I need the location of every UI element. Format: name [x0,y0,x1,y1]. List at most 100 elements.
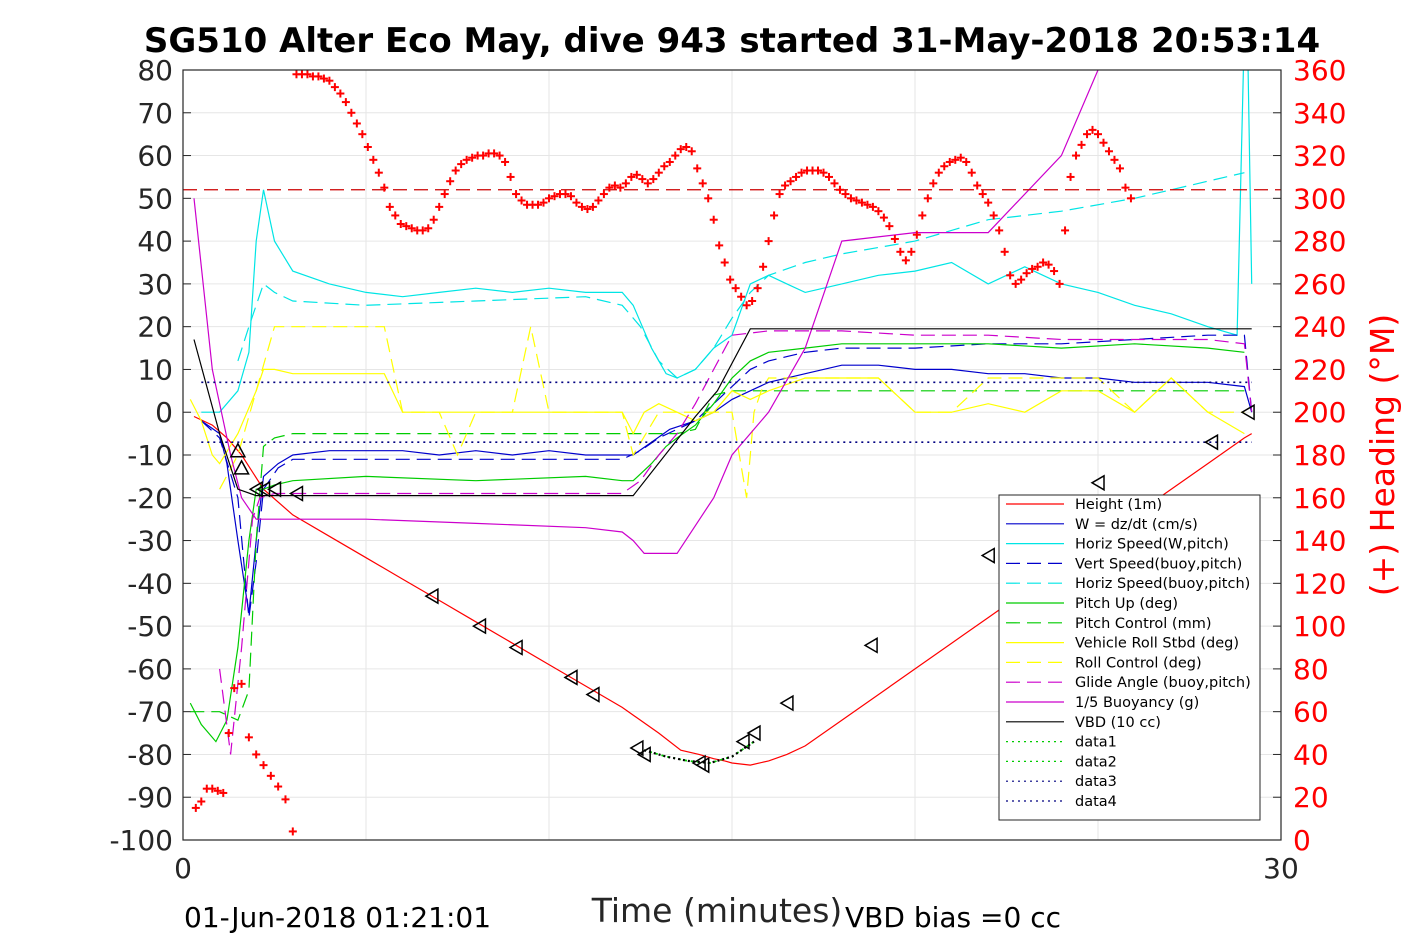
heading-point [731,284,740,293]
heading-point [1039,258,1048,267]
left-tick-label: -60 [127,653,173,686]
heading-point [715,241,724,250]
extra-line-0 [643,740,755,765]
footer-vbd-bias: VBD bias =0 cc [845,901,1061,934]
right-tick-label: 220 [1293,353,1346,386]
heading-point [451,166,460,175]
legend-entry: Roll Control (deg) [1075,655,1202,671]
left-tick-label: -50 [127,610,173,643]
left-tick-label: 50 [137,182,173,215]
right-tick-label: 360 [1293,54,1346,87]
heading-point [1006,271,1015,280]
heading-point [274,782,283,791]
heading-point [512,190,521,199]
heading-point [852,196,861,205]
turn-marker [1240,403,1255,421]
heading-point [385,202,394,211]
legend-entry: VBD (10 cc) [1075,715,1161,731]
heading-point [539,198,548,207]
heading-point [479,151,488,160]
turn-marker [508,639,523,656]
turn-marker [585,686,600,703]
heading-point [748,297,757,305]
heading-point [1044,260,1053,269]
heading-point [418,226,427,235]
heading-point [1050,267,1059,276]
heading-point [468,153,477,162]
heading-point [781,181,790,190]
right-tick-label: 80 [1293,653,1329,686]
heading-point [737,292,746,301]
heading-point [929,179,938,188]
heading-point [671,151,680,160]
heading-point [841,190,850,199]
series-line-4 [237,172,1245,379]
heading-point [1033,262,1042,271]
heading-point [874,207,883,216]
heading-point [1072,151,1081,160]
heading-point [824,172,833,181]
heading-point [879,213,888,222]
legend: Height (1m) W = dz/dt (cm/s) Horiz Speed(W… [998,494,1261,821]
left-tick-label: -70 [127,696,173,729]
heading-point [945,157,954,166]
heading-point [764,237,773,246]
legend-entry: Vert Speed(buoy,pitch) [1075,556,1242,572]
heading-point [402,222,411,231]
left-tick-label: -20 [127,482,173,515]
heading-point [288,827,297,836]
heading-point [709,215,718,224]
heading-point [797,168,806,177]
left-tick-label: 40 [137,225,173,258]
heading-point [501,157,510,166]
right-axis-label: (+) Heading (°M) [1363,314,1402,596]
heading-point [462,155,471,164]
x-tick-label: 30 [1263,852,1299,885]
turn-marker [563,669,578,686]
heading-point [429,215,438,224]
heading-point [314,72,323,81]
left-tick-label: 60 [137,140,173,173]
left-tick-label: 10 [137,353,173,386]
heading-point [940,162,949,171]
heading-point [846,194,855,203]
heading-point [967,168,976,177]
right-tick-label: 20 [1293,781,1329,814]
heading-point [863,200,872,209]
heading-point [627,172,636,181]
right-tick-label: 240 [1293,311,1346,344]
left-tick-label: -40 [127,567,173,600]
heading-point [819,168,828,177]
heading-point [213,786,222,795]
heading-point [424,224,433,233]
heading-point [208,784,217,793]
heading-point [572,198,581,207]
left-tick-label: -30 [127,525,173,558]
heading-point [868,202,877,211]
heading-point [1022,269,1031,278]
right-tick-label: 120 [1293,567,1346,600]
legend-entry: data3 [1075,774,1117,790]
heading-point [506,172,515,181]
heading-point [281,795,290,804]
heading-point [341,98,350,107]
heading-point [435,202,444,211]
heading-point [319,74,328,83]
left-tick-label: 20 [137,311,173,344]
heading-point [197,797,206,806]
heading-point [896,247,905,256]
left-axis-ticks: 80 70 60 50 40 30 20 10 0 -10 -20 -30 -40 -50 -60 -70 -8… [109,54,191,857]
heading-point [407,224,416,233]
heading-point [973,181,982,190]
heading-point [545,194,553,203]
heading-point [687,147,696,156]
legend-entry: Horiz Speed(W,pitch) [1075,537,1229,553]
series-line-7 [189,368,1245,465]
heading-point [901,256,910,265]
heading-point [577,202,586,211]
heading-point [1099,138,1108,147]
heading-point [885,222,894,231]
heading-point [1110,155,1119,164]
turn-marker [779,694,794,712]
